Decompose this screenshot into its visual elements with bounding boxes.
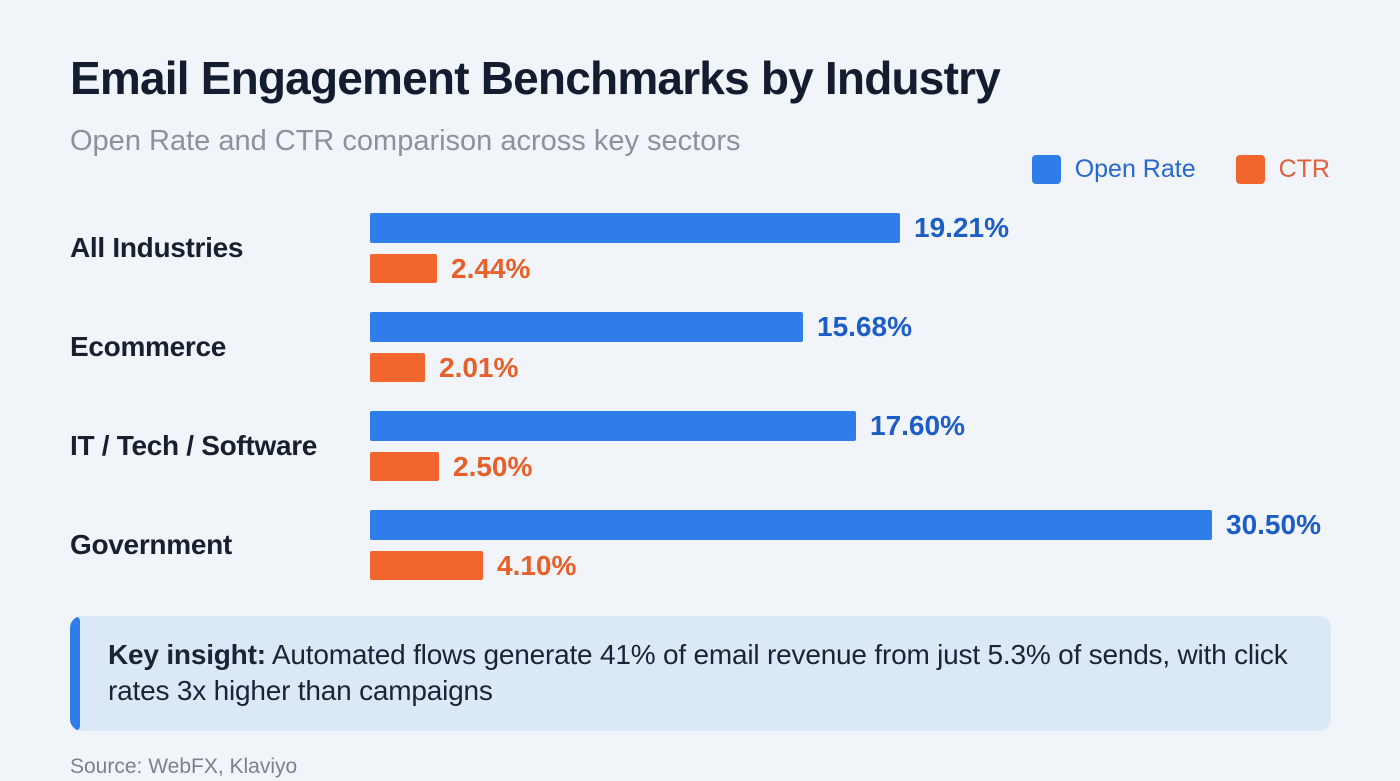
category-label: IT / Tech / Software [70,430,318,462]
category-label: Ecommerce [70,331,227,363]
open-rate-bar [370,311,803,342]
chart-row: IT / Tech / Software 17.60% 2.50% [70,410,1330,483]
key-insight-callout: Key insight: Automated flows generate 41… [70,615,1331,731]
ctr-bar [370,353,425,383]
legend: Open Rate CTR [1031,155,1330,184]
chart-row: Ecommerce 15.68% 2.01% [70,311,1330,384]
value-label: 2.01% [439,351,519,383]
open-rate-bar [370,410,856,441]
legend-item-ctr: CTR [1235,155,1330,184]
ctr-bar [370,254,437,284]
bar-group: 15.68% 2.01% [370,311,912,384]
accent-bar [70,615,80,731]
subtitle: Open Rate and CTR comparison across key … [70,124,741,157]
ctr-bar [370,551,483,581]
value-label: 15.68% [817,310,912,342]
chart-row: All Industries 19.21% 2.44% [70,212,1330,285]
chart-row: Government 30.50% 4.10% [70,509,1330,582]
page-title: Email Engagement Benchmarks by Industry [70,52,1001,104]
value-label: 4.10% [497,549,577,581]
insight-text: Key insight: Automated flows generate 41… [108,637,1291,710]
bar-group: 17.60% 2.50% [370,410,965,483]
bar-group: 19.21% 2.44% [370,212,1009,285]
insight-prefix: Key insight: [108,638,266,670]
legend-item-open-rate: Open Rate [1031,155,1196,184]
legend-label-open-rate: Open Rate [1074,155,1196,183]
bar-chart: All Industries 19.21% 2.44% Ecommerce 15.68%… [70,212,1330,582]
open-rate-bar [370,212,900,243]
ctr-bar [370,452,439,482]
category-label: Government [70,529,232,561]
source-note: Source: WebFX, Klaviyo [70,754,298,778]
open-rate-swatch-icon [1031,155,1061,184]
value-label: 2.50% [453,450,533,482]
category-label: All Industries [70,232,244,264]
value-label: 17.60% [870,409,965,441]
value-label: 2.44% [451,252,531,284]
open-rate-bar [370,509,1212,540]
insight-body: Automated flows generate 41% of email re… [108,638,1288,707]
value-label: 19.21% [914,211,1009,243]
ctr-swatch-icon [1235,155,1265,184]
bar-group: 30.50% 4.10% [370,509,1321,582]
legend-label-ctr: CTR [1278,155,1330,183]
value-label: 30.50% [1226,508,1321,540]
